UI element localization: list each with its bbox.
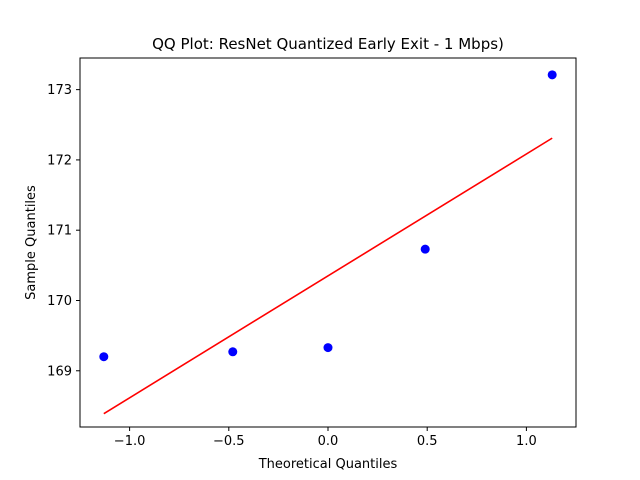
data-point	[323, 343, 333, 353]
y-tick-label: 173	[47, 83, 72, 98]
x-tick-label: −1.0	[114, 434, 146, 449]
data-point	[420, 244, 430, 254]
data-point	[547, 70, 557, 80]
data-point	[228, 347, 238, 357]
x-tick-label: 0.0	[318, 434, 339, 449]
x-tick-label: 0.5	[417, 434, 438, 449]
reference-line	[103, 137, 553, 415]
x-axis-label: Theoretical Quantiles	[258, 457, 398, 472]
x-tick-label: 1.0	[516, 434, 537, 449]
y-tick-label: 169	[47, 364, 72, 379]
y-axis-ticks: 169 170 171 172 173	[47, 83, 80, 379]
y-tick-label: 170	[47, 294, 72, 309]
plot-frame	[79, 57, 577, 428]
data-point	[99, 352, 109, 362]
y-tick-label: 171	[47, 224, 72, 239]
chart-title: QQ Plot: ResNet Quantized Early Exit - 1…	[152, 35, 504, 53]
plot-marks	[99, 70, 557, 415]
x-axis-ticks: −1.0 −0.5 0.0 0.5 1.0	[114, 427, 537, 449]
y-axis-label: Sample Quantiles	[24, 185, 39, 300]
y-tick-label: 172	[47, 153, 72, 168]
x-tick-label: −0.5	[213, 434, 245, 449]
